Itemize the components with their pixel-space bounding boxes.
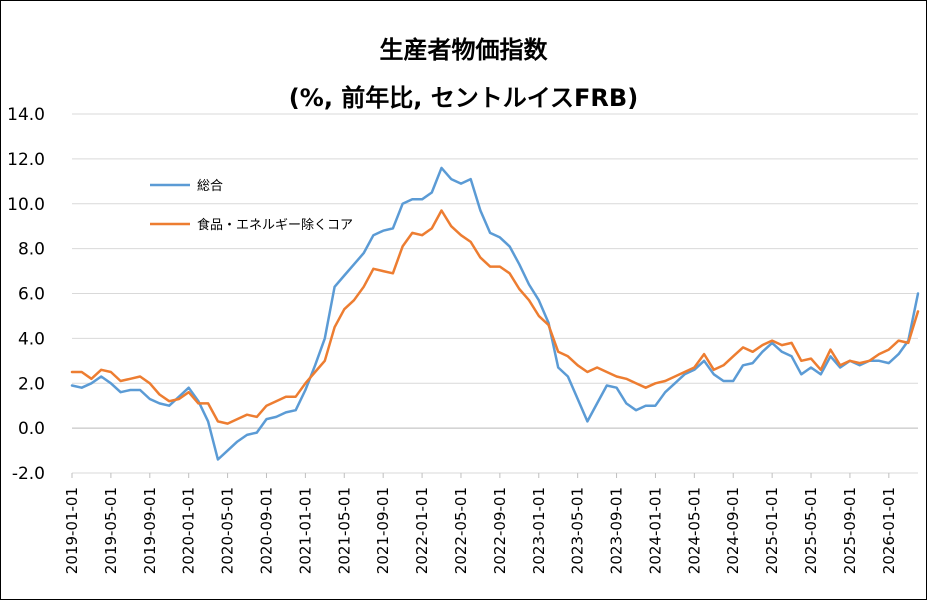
y-axis: 14.0 12.0 10.0 8.0 6.0 4.0 2.0 0.0 -2.0 (7, 105, 45, 484)
x-tick-label: 2019-05-01 (102, 487, 120, 574)
x-tick-label: 2025-01-01 (763, 487, 781, 574)
x-tick-label: 2022-05-01 (452, 487, 470, 574)
y-tick-label: 8.0 (18, 240, 45, 260)
x-tick-label: 2022-09-01 (491, 487, 509, 574)
x-tick-label: 2023-05-01 (569, 487, 587, 574)
y-tick-label: 4.0 (18, 329, 45, 349)
series-line-1 (70, 166, 920, 461)
y-tick-label: 12.0 (7, 150, 45, 170)
y-tick-label: 0.0 (18, 419, 45, 439)
x-tick-label: 2020-09-01 (257, 487, 275, 574)
x-tick-label: 2023-09-01 (608, 487, 626, 574)
x-tick-label: 2021-05-01 (335, 487, 353, 574)
chart-title: 生産者物価指数 (379, 36, 548, 64)
y-tick-label: 10.0 (7, 195, 45, 215)
x-tick-label: 2025-05-01 (802, 487, 820, 574)
x-tick-label: 2019-09-01 (141, 487, 159, 574)
x-tick-label: 2021-01-01 (296, 487, 314, 574)
series-line-2 (70, 209, 920, 425)
x-tick-label: 2024-09-01 (724, 487, 742, 574)
x-tick-label: 2019-01-01 (63, 487, 81, 574)
x-tick-label: 2024-01-01 (646, 487, 664, 574)
x-tick-label: 2025-09-01 (841, 487, 859, 574)
series-lines (70, 166, 920, 461)
y-tick-label: 6.0 (18, 285, 45, 305)
x-tick-label: 2024-05-01 (685, 487, 703, 574)
x-tick-label: 2020-05-01 (219, 487, 237, 574)
grid (72, 113, 918, 474)
legend-label-1: 総合 (197, 179, 223, 194)
x-tick-label: 2020-01-01 (180, 487, 198, 574)
legend-label-2: 食品・エネルギー除くコア (197, 217, 353, 233)
x-tick-label: 2021-09-01 (374, 487, 392, 574)
x-tick-label: 2023-01-01 (530, 487, 548, 574)
chart-subtitle: (%, 前年比, セントルイスFRB) (288, 84, 639, 112)
y-tick-label: -2.0 (12, 464, 45, 484)
y-tick-label: 2.0 (18, 374, 45, 394)
y-tick-label: 14.0 (7, 105, 45, 125)
x-tick-label: 2022-01-01 (413, 487, 431, 574)
x-tick-label: 2026-01-01 (880, 487, 898, 574)
x-axis: 2019-01-01 2019-05-01 2019-09-01 2020-01-01… (63, 427, 918, 574)
